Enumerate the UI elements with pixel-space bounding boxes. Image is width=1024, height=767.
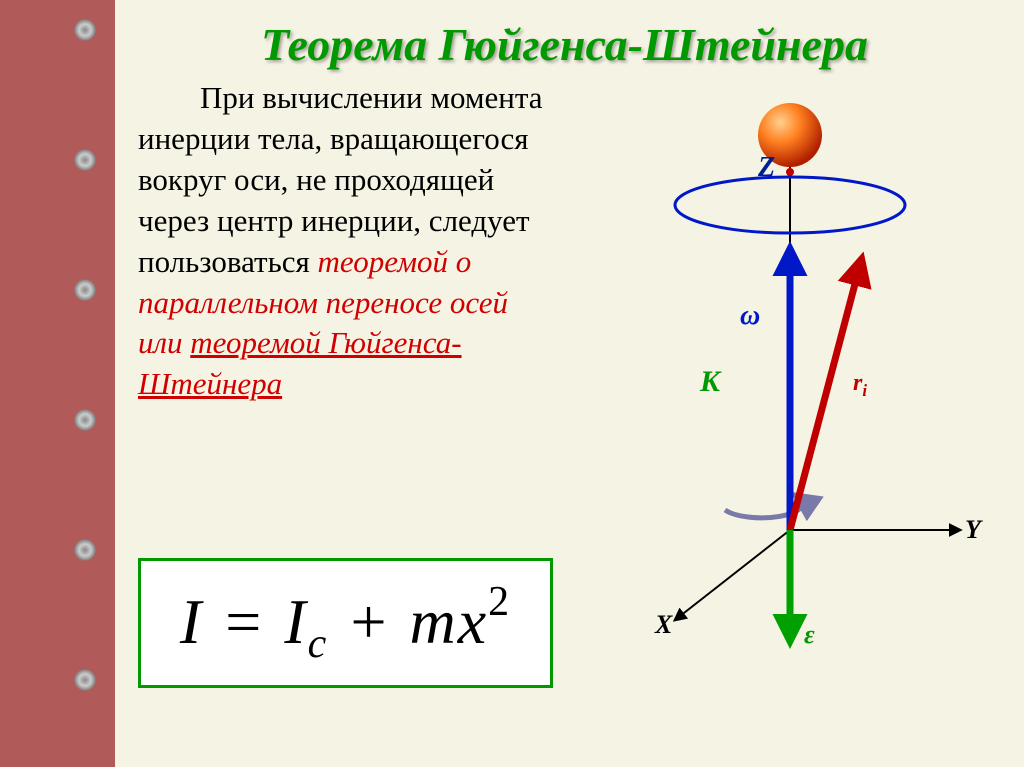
- theorem-text: При вычислении момента инерции тела, вра…: [138, 78, 558, 405]
- label-ri-r: r: [853, 370, 862, 396]
- label-ri-sub: i: [862, 381, 867, 400]
- label-X: X: [655, 610, 672, 640]
- label-K: K: [700, 365, 720, 399]
- formula-plus: +: [328, 586, 409, 657]
- page-title: Теорема Гюйгенса-Штейнера: [115, 18, 1014, 71]
- label-ri: ri: [853, 370, 867, 401]
- label-eps: ε: [804, 620, 815, 650]
- label-omega: ω: [740, 300, 760, 332]
- formula-eq: =: [203, 586, 284, 657]
- formula-sub-c: c: [308, 621, 329, 667]
- formula-x: x: [458, 586, 488, 657]
- formula-sup-2: 2: [488, 579, 511, 625]
- formula-box: I = Ic + mx2: [138, 558, 553, 688]
- ri-vector: [790, 265, 860, 530]
- formula-I: I: [180, 586, 203, 657]
- pivot-dot: [786, 168, 794, 176]
- formula-Ic: I: [284, 586, 307, 657]
- formula-m: m: [410, 586, 458, 657]
- x-axis: [675, 530, 790, 620]
- rotation-diagram: Z ω K ri Y X ε: [560, 90, 1000, 730]
- label-Y: Y: [965, 515, 981, 545]
- label-Z: Z: [758, 152, 775, 184]
- formula: I = Ic + mx2: [180, 578, 511, 668]
